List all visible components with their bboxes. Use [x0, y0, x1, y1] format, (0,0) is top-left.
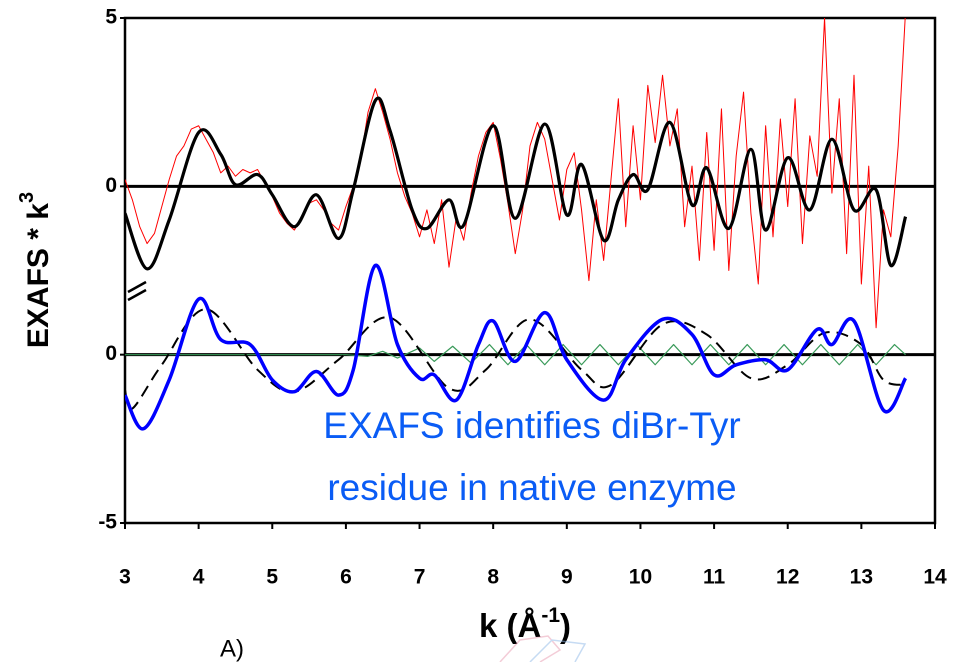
x-tick-label: 4	[193, 566, 205, 589]
annotation-line: EXAFS identifies diBr-Tyr	[323, 405, 740, 446]
series-line	[125, 18, 906, 329]
x-tick-label: 3	[119, 566, 131, 589]
plot-frame	[123, 16, 937, 525]
series-line	[125, 343, 906, 366]
y-tick-label: 0	[105, 342, 117, 365]
x-tick-label: 11	[703, 566, 726, 589]
x-tick-label: 10	[629, 566, 652, 589]
curves	[125, 18, 935, 431]
x-tick-label: 5	[266, 566, 278, 589]
panel-label: A)	[220, 635, 244, 662]
x-label-main: k (Å	[479, 607, 541, 644]
x-label-sup: -1	[541, 604, 560, 627]
y-tick-label: 0	[105, 174, 117, 197]
x-tick-label: 12	[776, 566, 799, 589]
series-line	[125, 96, 908, 271]
y-tick-label: 5	[105, 6, 117, 29]
x-tick-label: 7	[414, 566, 426, 589]
x-tick-label: 8	[487, 566, 499, 589]
x-tick-label: 13	[850, 566, 873, 589]
annotation-line: residue in native enzyme	[327, 467, 736, 508]
y-label-sup: 3	[16, 192, 38, 203]
x-tick-label: 6	[340, 566, 352, 589]
x-tick-label: 9	[561, 566, 573, 589]
decoration	[499, 635, 587, 663]
y-tick-label: -5	[98, 511, 117, 534]
x-axis-label: k (Å-1)	[479, 604, 571, 644]
x-label-end: )	[560, 607, 571, 644]
x-tick-label: 14	[923, 566, 947, 589]
series-line	[125, 308, 906, 411]
y-axis-label: EXAFS * k3	[16, 192, 55, 348]
axis-break	[127, 280, 147, 302]
y-label-main: EXAFS * k	[22, 203, 55, 348]
series-line	[125, 263, 908, 431]
